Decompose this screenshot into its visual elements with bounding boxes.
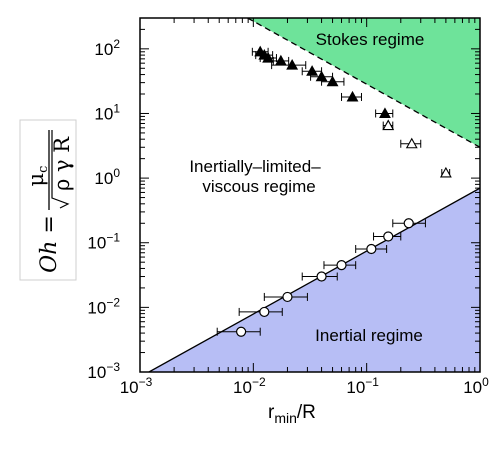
x-tick-label: 10−1: [346, 375, 379, 397]
x-tick-label: 10−2: [233, 375, 266, 397]
data-point-open-triangle: [439, 166, 452, 178]
x-tick-label: 10−3: [120, 375, 153, 397]
middle-regime-label-line2: viscous regime: [202, 177, 315, 196]
stokes-regime-label: Stokes regime: [316, 30, 425, 49]
inertial-regime-label: Inertial regime: [315, 326, 423, 345]
data-point-filled-triangle: [286, 58, 299, 70]
data-point-circle: [316, 271, 327, 282]
y-tick-label: 10−1: [87, 231, 120, 253]
data-point-filled-triangle: [379, 107, 391, 119]
y-tick-label: 10−2: [87, 295, 120, 317]
data-point-circle: [336, 260, 347, 271]
x-axis-label: rmin/R: [268, 402, 316, 426]
svg-text:μc: μc: [24, 166, 51, 187]
y-tick-label: 101: [94, 101, 120, 123]
data-point-circle: [282, 291, 293, 303]
y-tick-label: 10−3: [87, 360, 120, 382]
data-point-circle: [383, 231, 394, 242]
data-point-filled-triangle: [262, 51, 275, 63]
data-point-circle: [236, 326, 247, 337]
x-tick-label: 100: [463, 375, 489, 397]
inertial-boundary-line: [148, 187, 480, 372]
data-point-filled-triangle: [306, 65, 319, 76]
y-axis-label: Oh = μc ρ γ R: [19, 119, 77, 281]
stokes-boundary-line: [247, 18, 480, 148]
y-tick-label: 100: [94, 166, 120, 188]
middle-regime-label-line1: Inertially–limited–: [189, 157, 321, 176]
data-point-open-triangle: [382, 119, 395, 131]
data-point-filled-triangle: [346, 90, 359, 102]
plot-frame: [139, 17, 481, 373]
data-point-circle: [403, 218, 414, 229]
data-point-open-triangle: [405, 137, 418, 149]
y-tick-label: 102: [94, 37, 120, 59]
data-point-filled-triangle: [326, 75, 339, 87]
svg-text:Oh =: Oh =: [37, 215, 62, 273]
data-point-circle: [366, 243, 377, 255]
data-point-circle: [259, 306, 270, 318]
svg-text:ρ γ R: ρ γ R: [50, 136, 74, 191]
